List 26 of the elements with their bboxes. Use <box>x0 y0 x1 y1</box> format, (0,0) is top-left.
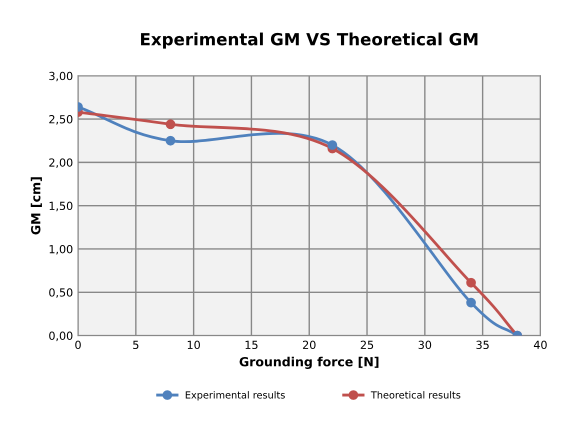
x-tick-label: 10 <box>188 340 200 350</box>
y-tick-label: 1,50 <box>50 202 72 212</box>
x-tick-label: 30 <box>418 340 432 350</box>
legend-label: Experimental results <box>186 391 285 400</box>
point <box>466 278 476 288</box>
y-tick-label: 1,00 <box>50 244 72 254</box>
y-tick-label: 2,00 <box>49 158 72 168</box>
y-axis-title: GM [cm] <box>30 177 42 235</box>
y-tick-label: 2,50 <box>49 115 72 125</box>
point <box>327 140 338 150</box>
y-tick-label: 0,00 <box>49 332 72 342</box>
x-axis-title: Grounding force [N] <box>240 356 378 369</box>
point <box>466 298 476 308</box>
x-tick-label: 40 <box>534 340 547 350</box>
x-tick-label: 5 <box>133 340 138 350</box>
point <box>166 119 176 130</box>
x-tick-label: 35 <box>476 340 489 350</box>
y-tick-label: 0,50 <box>49 288 72 298</box>
legend-label: Theoretical results <box>370 391 460 399</box>
point <box>166 136 176 146</box>
x-tick-label: 15 <box>246 340 258 350</box>
y-tick-label: 3,00 <box>49 72 72 82</box>
x-tick-label: 0 <box>75 340 81 350</box>
chart-title: Experimental GM VS Theoretical GM <box>141 32 478 49</box>
x-tick-label: 25 <box>360 340 374 350</box>
x-tick-label: 20 <box>302 340 316 350</box>
